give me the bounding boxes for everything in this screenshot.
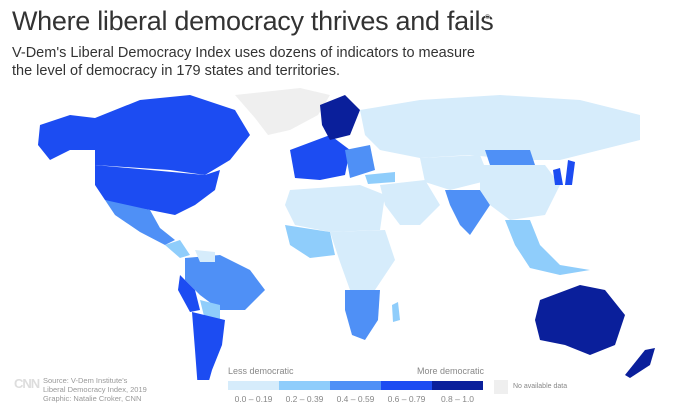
region-eastern-europe — [345, 145, 375, 178]
region-mexico — [105, 200, 175, 245]
legend-swatch-1 — [279, 381, 330, 390]
info-dot-icon — [485, 14, 490, 19]
region-turkey — [365, 172, 395, 184]
region-western-europe — [290, 135, 350, 180]
cnn-logo: CNN — [14, 376, 40, 391]
source-line: Liberal Democracy Index, 2019 — [43, 385, 147, 394]
region-canada — [95, 95, 250, 175]
chart-title: Where liberal democracy thrives and fail… — [12, 6, 494, 36]
region-madagascar — [392, 302, 400, 322]
region-southeast-asia — [505, 220, 590, 275]
region-russia — [360, 95, 640, 160]
legend-bin-label: 0.2 – 0.39 — [285, 394, 324, 404]
region-alaska — [38, 115, 95, 160]
no-data-label: No available data — [513, 383, 568, 390]
chart-subtitle: V-Dem's Liberal Democracy Index uses doz… — [12, 45, 475, 79]
legend-low-label: Less democratic — [228, 366, 294, 376]
region-north-africa — [285, 185, 385, 232]
region-bolivia — [200, 300, 220, 320]
region-mongolia — [485, 150, 535, 165]
region-china — [480, 165, 560, 220]
region-venezuela — [195, 250, 215, 262]
legend-bin-label: 0.6 – 0.79 — [387, 394, 426, 404]
legend-swatch-4 — [432, 381, 483, 390]
region-nordics — [320, 95, 360, 140]
legend-bin-label: 0.8 – 1.0 — [440, 394, 475, 404]
source-line: Source: V-Dem Institute's — [43, 376, 128, 385]
region-usa — [95, 165, 220, 215]
region-new-zealand — [625, 348, 655, 378]
world-map — [38, 88, 655, 380]
region-southern-africa — [345, 290, 380, 340]
region-central-asia — [420, 155, 490, 190]
region-central-america — [165, 240, 190, 258]
region-peru — [178, 275, 200, 312]
source-credit: Source: V-Dem Institute's Liberal Democr… — [43, 376, 147, 403]
region-chile-argentina — [192, 312, 225, 380]
region-west-africa — [285, 225, 335, 258]
legend-swatch-0 — [228, 381, 279, 390]
legend-swatch-3 — [381, 381, 432, 390]
legend-high-label: More democratic — [416, 366, 484, 376]
region-india — [445, 190, 490, 235]
region-korea-japan — [553, 160, 575, 185]
legend-bin-label: 0.0 – 0.19 — [234, 394, 273, 404]
region-middle-east — [380, 180, 440, 225]
legend-bin-label: 0.4 – 0.59 — [336, 394, 375, 404]
legend-swatch-2 — [330, 381, 381, 390]
region-greenland — [235, 88, 330, 135]
graphic-credit: Graphic: Natalie Croker, CNN — [43, 394, 142, 403]
region-central-africa — [330, 230, 395, 290]
region-australia — [535, 285, 625, 355]
no-data-swatch — [494, 380, 508, 394]
region-south-america-north — [185, 255, 265, 310]
